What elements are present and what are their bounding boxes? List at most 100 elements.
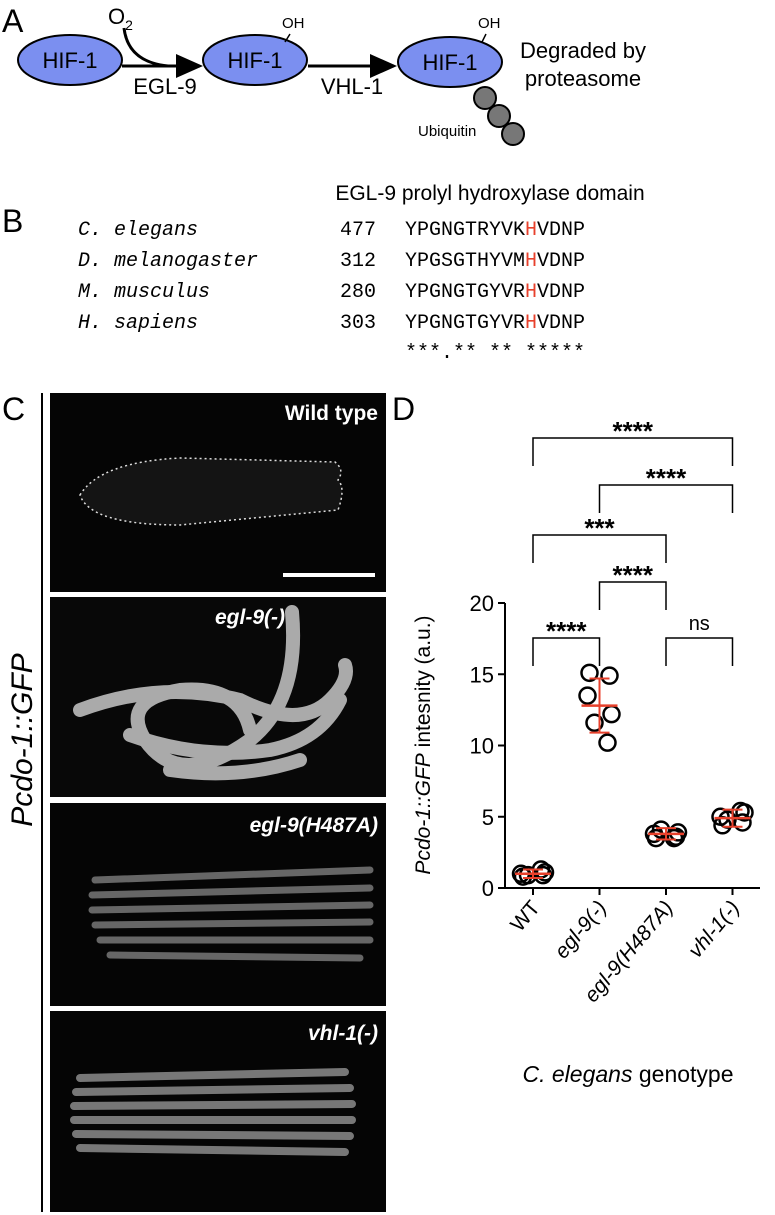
significance-label: *** <box>584 513 615 543</box>
y-tick-label: 20 <box>470 591 494 616</box>
hif-node <box>17 34 123 86</box>
x-axis-label: C. elegans genotype <box>523 1061 734 1087</box>
panel-d: D Pcdo-1::GFP intesnity (a.u.) C. elegan… <box>392 391 760 1087</box>
data-point <box>578 686 597 705</box>
ubiquitin-bead <box>501 122 525 146</box>
enzyme-label: VHL-1 <box>321 74 383 99</box>
worm-outline <box>79 457 343 526</box>
significance-label: **** <box>613 416 654 446</box>
hydroxyl: OH <box>282 15 305 32</box>
residue: H <box>525 250 537 273</box>
x-axis-label-text: genotype <box>632 1061 733 1087</box>
sequence: YPGNGTGYVRHVDNP <box>405 312 585 335</box>
significance-bracket <box>532 437 734 466</box>
data-point <box>600 666 619 685</box>
reporter-label: Pcdo-1::GFP <box>6 653 39 826</box>
y-tick-label: 10 <box>470 734 494 759</box>
sequence: YPGSGTHYVMHVDNP <box>405 250 585 273</box>
residue: H <box>525 219 537 242</box>
y-axis-label-text: intesnity (a.u.) <box>412 615 435 753</box>
ubiquitin-label: Ubiquitin <box>418 123 476 140</box>
sequence-after: VDNP <box>537 312 585 335</box>
oxygen-arrow <box>122 27 169 68</box>
hif-node <box>397 36 503 88</box>
sequence-after: VDNP <box>537 281 585 304</box>
species: H. sapiens <box>78 312 198 335</box>
hif-label: HIF-1 <box>43 48 98 73</box>
image-label: egl-9(-) <box>215 606 285 629</box>
panel-letter: D <box>392 391 415 427</box>
panel-letter: A <box>2 3 24 39</box>
ubiquitin-bead <box>473 86 497 110</box>
residue: H <box>525 281 537 304</box>
sequence-before: YPGSGTHYVM <box>405 250 525 273</box>
x-tick-label: egl-9(-) <box>550 896 611 963</box>
conservation: ***.** ** ***** <box>405 342 585 365</box>
bond <box>481 33 487 43</box>
fate: proteasome <box>525 66 641 91</box>
significance-bracket <box>665 637 734 666</box>
position: 280 <box>340 281 376 304</box>
x-tick-label: vhl-1(-) <box>684 896 744 962</box>
panel-letter: C <box>2 391 25 427</box>
worms <box>88 866 374 962</box>
image-label: vhl-1(-) <box>308 1022 378 1045</box>
hif-node <box>202 34 308 86</box>
alignment-title: EGL-9 prolyl hydroxylase domain <box>335 182 644 205</box>
panel-b: B EGL-9 prolyl hydroxylase domain ***.**… <box>2 182 645 365</box>
y-axis-label-italic: Pcdo-1::GFP <box>412 753 435 874</box>
hif-label: HIF-1 <box>228 48 283 73</box>
residue: H <box>525 312 537 335</box>
sequence-before: YPGNGTGYVR <box>405 312 525 335</box>
sequence-before: YPGNGTGYVR <box>405 281 525 304</box>
enzyme-label: EGL-9 <box>133 74 197 99</box>
data-point <box>651 820 671 839</box>
species: D. melanogaster <box>78 250 258 273</box>
sequence-after: VDNP <box>537 250 585 273</box>
significance-bracket <box>532 534 667 563</box>
significance-label: **** <box>546 616 587 646</box>
hydroxyl: OH <box>478 15 501 32</box>
oxygen-subscript: 2 <box>125 17 133 33</box>
worms <box>70 1068 356 1156</box>
sequence-after: VDNP <box>537 219 585 242</box>
data-point <box>535 863 555 882</box>
data-point <box>585 713 604 732</box>
oxygen-symbol: O <box>108 4 125 29</box>
sequence: YPGNGTRYVKHVDNP <box>405 219 585 242</box>
oxygen: O2 <box>108 4 133 33</box>
y-axis-label: Pcdo-1::GFP intesnity (a.u.) <box>412 615 435 874</box>
image-label: Wild type <box>285 402 378 425</box>
position: 312 <box>340 250 376 273</box>
fate: Degraded by <box>520 38 646 63</box>
bond <box>284 33 291 43</box>
significance-label: **** <box>613 560 654 590</box>
y-tick-label: 5 <box>482 805 494 830</box>
y-tick-label: 15 <box>470 662 494 687</box>
significance-bracket <box>598 581 667 610</box>
panel-letter: B <box>2 203 23 239</box>
hif-label: HIF-1 <box>423 50 478 75</box>
panel-a: A HIF-1 HIF-1 HIF-1 O2 EGL-9 VHL-1 OH OH… <box>2 3 646 146</box>
image-label: egl-9(H487A) <box>250 814 378 837</box>
sequence: YPGNGTGYVRHVDNP <box>405 281 585 304</box>
data-point <box>580 663 599 683</box>
significance-bracket <box>598 484 734 513</box>
species: M. musculus <box>78 281 210 304</box>
position: 303 <box>340 312 376 335</box>
panel-c: C Pcdo-1::GFP Wild type egl-9(-) egl-9(H… <box>2 391 386 1212</box>
x-tick-label: WT <box>506 896 545 936</box>
significance-label: **** <box>646 463 687 493</box>
y-tick-label: 0 <box>482 876 494 901</box>
position: 477 <box>340 219 376 242</box>
significance-label: ns <box>689 613 710 635</box>
ubiquitin-bead <box>487 104 511 128</box>
data-point <box>598 733 617 752</box>
worms <box>73 605 353 781</box>
species: C. elegans <box>78 219 198 242</box>
micrograph <box>50 1011 386 1212</box>
sequence-before: YPGNGTRYVK <box>405 219 525 242</box>
x-axis-label-italic: C. elegans <box>523 1061 633 1087</box>
data-point <box>602 704 621 724</box>
